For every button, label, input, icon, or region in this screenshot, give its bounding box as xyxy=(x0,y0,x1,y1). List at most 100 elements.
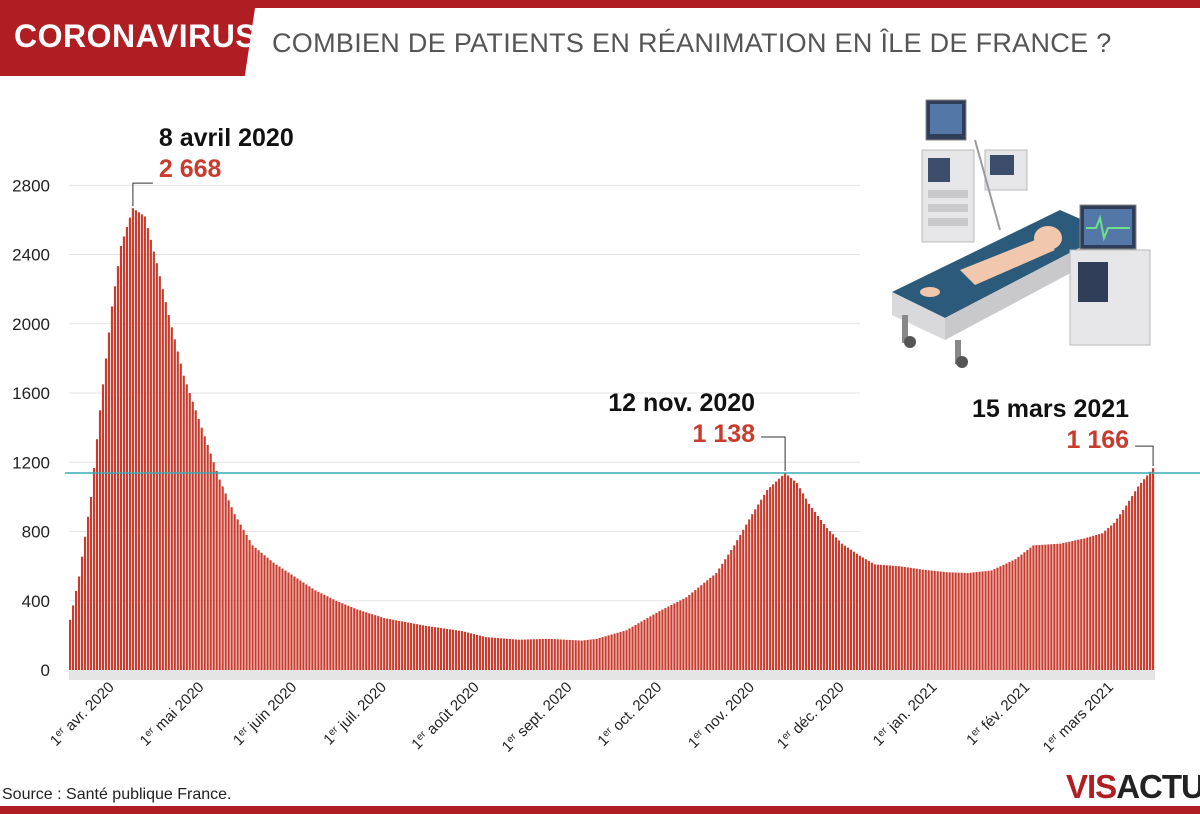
bar xyxy=(302,582,305,670)
bar xyxy=(562,639,565,670)
bar xyxy=(317,591,320,670)
bar xyxy=(1149,471,1152,670)
bar xyxy=(448,629,452,670)
bar xyxy=(900,566,903,670)
bar xyxy=(855,553,858,670)
bar xyxy=(933,570,936,670)
bar xyxy=(715,573,718,670)
bar xyxy=(1059,543,1062,670)
bar xyxy=(143,216,146,670)
bar xyxy=(1026,549,1029,670)
bar xyxy=(368,613,371,670)
bar xyxy=(1047,544,1050,670)
bottom-accent-bar xyxy=(0,806,1200,814)
bar xyxy=(975,572,978,670)
bar xyxy=(610,634,613,670)
bar xyxy=(1014,559,1017,670)
bar xyxy=(203,436,206,670)
bar xyxy=(386,618,389,670)
bar xyxy=(1128,500,1131,670)
bar xyxy=(236,519,239,670)
bar xyxy=(350,606,353,670)
bar xyxy=(999,566,1002,670)
bar xyxy=(275,564,278,670)
bar xyxy=(251,545,254,670)
bar xyxy=(398,620,401,670)
bar xyxy=(514,639,517,670)
bar xyxy=(278,566,281,670)
bar xyxy=(104,358,108,670)
bar xyxy=(861,557,864,670)
bar xyxy=(377,616,380,670)
bar xyxy=(1107,528,1110,670)
bar xyxy=(574,640,577,670)
bar xyxy=(182,375,185,670)
bar xyxy=(224,493,227,670)
bar xyxy=(993,569,996,670)
bar xyxy=(311,588,314,670)
bar xyxy=(592,639,595,670)
bar xyxy=(822,524,826,670)
bar xyxy=(356,609,359,670)
bar xyxy=(1035,545,1038,670)
x-tick-label: 1er nov. 2020 xyxy=(685,678,758,751)
bar xyxy=(89,496,93,670)
bar xyxy=(813,511,817,670)
bar xyxy=(1083,538,1086,670)
bar xyxy=(775,481,778,670)
bar xyxy=(748,519,751,670)
bar xyxy=(712,575,715,670)
bar xyxy=(679,600,682,670)
bar xyxy=(607,635,610,670)
bar xyxy=(1086,537,1089,670)
visactu-logo: VISACTU⩘ xyxy=(1066,768,1200,805)
bar xyxy=(407,622,410,670)
y-tick-label: 0 xyxy=(41,661,50,680)
bar xyxy=(781,475,784,670)
bar xyxy=(1134,491,1137,670)
bar xyxy=(125,227,128,671)
bar xyxy=(439,628,443,670)
bar xyxy=(436,627,440,670)
bar xyxy=(798,488,802,670)
bar xyxy=(526,639,529,670)
bar xyxy=(595,638,598,670)
bar xyxy=(942,571,945,670)
bar xyxy=(616,632,619,670)
bar xyxy=(442,628,446,670)
bar xyxy=(685,597,688,670)
bar xyxy=(1011,560,1014,670)
bar xyxy=(206,444,209,670)
bar xyxy=(1041,544,1044,670)
bar xyxy=(556,639,559,670)
bar xyxy=(879,564,882,670)
bar xyxy=(819,519,823,670)
annotation-date: 15 mars 2021 xyxy=(972,395,1129,423)
bar xyxy=(1104,530,1107,670)
bar xyxy=(670,604,673,670)
bar xyxy=(353,608,356,670)
bar xyxy=(954,572,957,670)
bar xyxy=(185,384,188,670)
bar xyxy=(676,601,679,670)
annotation-leader xyxy=(132,182,153,207)
bar xyxy=(876,564,879,670)
bar xyxy=(511,639,514,670)
bar xyxy=(478,635,482,670)
bar xyxy=(589,639,592,670)
bar xyxy=(897,566,900,670)
bar xyxy=(613,633,616,670)
bar xyxy=(918,569,921,670)
bar xyxy=(978,571,981,670)
bar xyxy=(682,598,685,670)
bar xyxy=(1089,536,1092,670)
bar xyxy=(113,286,117,670)
bar xyxy=(131,208,134,670)
bar xyxy=(948,572,951,670)
bar xyxy=(299,580,302,670)
bar xyxy=(451,629,455,670)
bar xyxy=(840,543,844,670)
bar xyxy=(795,483,799,670)
annotation-leader xyxy=(1135,445,1154,467)
bar xyxy=(484,637,488,670)
